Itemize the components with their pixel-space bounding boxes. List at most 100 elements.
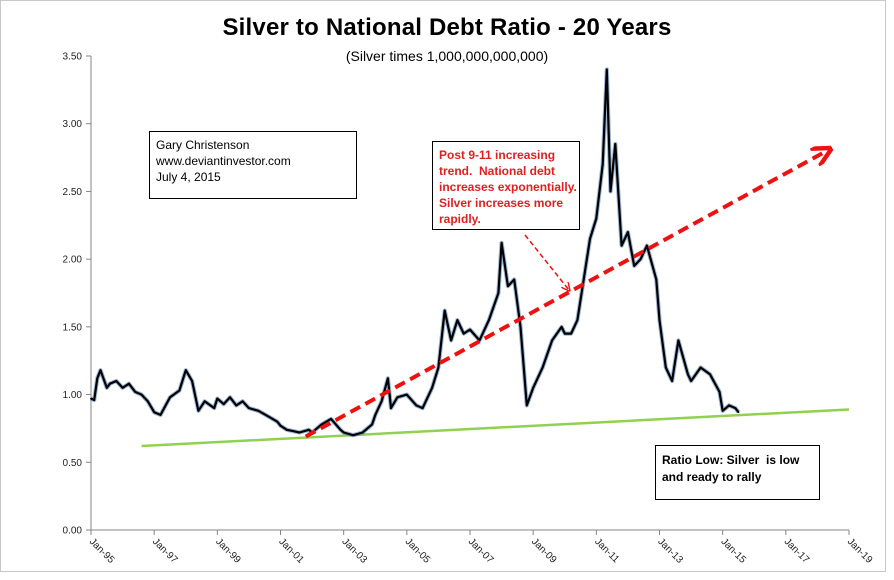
series-point [153, 411, 156, 414]
series-point [589, 237, 591, 240]
series-point [387, 377, 389, 380]
series-point [241, 400, 244, 403]
trend-note-line-4: Silver increases more [439, 196, 564, 210]
series-point [462, 332, 465, 335]
series-point [248, 407, 250, 409]
series-point [374, 414, 377, 416]
ratio-low-line-2: and ready to rally [662, 470, 762, 484]
series-point [405, 393, 408, 396]
y-tick-label: 1.50 [63, 322, 83, 333]
series-point [235, 404, 238, 407]
series-point [257, 409, 260, 412]
series-point [687, 373, 689, 376]
series-point [450, 339, 452, 342]
author-website: www.deviantinvestor.com [156, 154, 291, 168]
series-point [728, 404, 730, 407]
chart-title: Silver to National Debt Ratio - 20 Years [222, 14, 672, 41]
series-layer [90, 67, 741, 438]
trend-note-line-5: rapidly. [439, 212, 481, 226]
x-tick-label: Jan-19 [845, 536, 875, 566]
series-point [563, 332, 566, 335]
x-tick-label: Jan-01 [276, 536, 306, 566]
series-point [456, 319, 459, 321]
series-point [437, 366, 440, 369]
series-point [443, 309, 446, 312]
series-point [605, 68, 608, 71]
series-point [737, 411, 740, 414]
series-point [146, 400, 149, 403]
series-point [421, 407, 424, 409]
series-point [595, 217, 598, 220]
x-tick-label: Jan-95 [87, 536, 117, 566]
series-point [396, 396, 399, 399]
x-tick-label: Jan-99 [213, 536, 243, 566]
series-point [169, 396, 171, 399]
series-point [551, 339, 553, 342]
note-arrow-layer [524, 234, 569, 290]
series-point [191, 380, 194, 382]
y-tick-label: 2.50 [63, 187, 83, 198]
series-point [339, 428, 342, 431]
series-point [330, 418, 332, 420]
series-point [267, 415, 269, 418]
series-point [127, 382, 130, 385]
series-point [352, 434, 354, 437]
series-point [285, 428, 288, 431]
series-point [525, 404, 528, 407]
trend-low-layer [141, 408, 850, 448]
series-point [664, 366, 667, 369]
series-point [105, 386, 108, 389]
series-point [431, 386, 433, 389]
series-point [469, 328, 471, 331]
x-tick-label: Jan-13 [655, 536, 685, 566]
series-point [633, 265, 636, 267]
series-point [507, 285, 509, 288]
series-point [99, 369, 102, 372]
series-point [614, 143, 617, 145]
low-trend-line [141, 408, 850, 448]
series-point [222, 403, 225, 405]
series-point [121, 386, 124, 389]
note-pointer-arrow [524, 234, 569, 290]
series-point [371, 423, 373, 426]
series-point [96, 377, 99, 380]
series-point [342, 431, 345, 434]
y-tick-label: 0.50 [63, 458, 83, 469]
trend-note-box: Post 9-11 increasing trend. National deb… [432, 141, 580, 230]
series-point [320, 423, 323, 426]
series-point [601, 163, 604, 166]
series-point [541, 366, 544, 369]
y-tick-label: 2.00 [63, 255, 83, 266]
x-tick-label: Jan-17 [782, 536, 812, 566]
series-point [93, 399, 96, 401]
series-point [513, 278, 516, 281]
series-point [184, 369, 187, 372]
trend-note-line-3: increases exponentially. [439, 180, 577, 194]
series-point [415, 404, 418, 407]
series-point [308, 428, 310, 431]
chart-frame [0, 0, 886, 572]
series-point [229, 396, 231, 399]
author-date: July 4, 2015 [156, 170, 221, 184]
y-tick-label: 3.00 [63, 119, 83, 130]
y-tick-label: 0.00 [63, 526, 83, 537]
series-point [627, 231, 629, 234]
series-point [734, 407, 737, 409]
series-point [500, 242, 503, 244]
series-point [279, 424, 282, 427]
series-point [298, 431, 301, 434]
y-tick-label: 3.50 [63, 52, 83, 63]
y-tick-label: 1.00 [63, 390, 83, 401]
series-point [532, 386, 535, 389]
series-point [582, 278, 585, 281]
series-point [276, 420, 279, 423]
series-point [699, 366, 702, 369]
series-point [709, 373, 711, 376]
series-point [570, 332, 572, 335]
x-tick-label: Jan-09 [529, 536, 559, 566]
series-point [140, 393, 143, 396]
series-point [488, 319, 490, 321]
ratio-low-line-1: Ratio Low: Silver is low [662, 453, 800, 467]
chart-subtitle: (Silver times 1,000,000,000,000) [345, 48, 549, 64]
